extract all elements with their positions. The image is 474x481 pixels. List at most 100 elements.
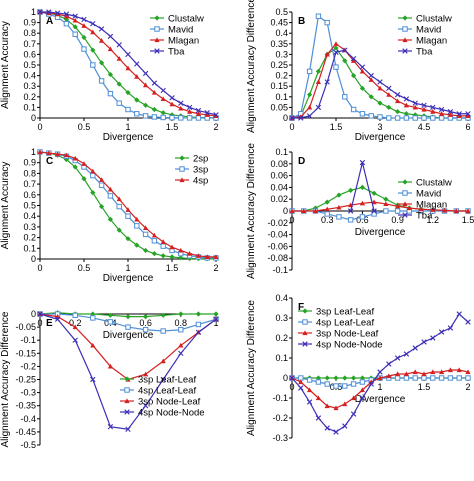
data-point — [125, 236, 131, 242]
x-tick-label: 0.3 — [321, 215, 334, 225]
data-point — [371, 199, 377, 205]
x-tick-label: 0.8 — [175, 318, 188, 328]
data-point — [412, 104, 418, 110]
data-point — [195, 321, 202, 328]
y-tick-label: -0.15 — [15, 348, 36, 358]
legend-label: 3sp Leaf-Leaf — [138, 375, 196, 386]
y-tick-label: 0.1 — [275, 147, 288, 157]
data-point — [307, 387, 313, 393]
x-axis-label: Divergence — [103, 132, 154, 143]
data-point — [54, 316, 61, 322]
panel-label: E — [46, 318, 53, 329]
data-point — [439, 111, 445, 116]
data-point — [421, 106, 427, 112]
legend-marker — [402, 26, 408, 32]
data-point — [315, 375, 321, 381]
data-point — [394, 115, 401, 121]
data-point — [359, 395, 366, 401]
data-point — [134, 111, 140, 117]
data-point — [350, 55, 357, 62]
data-point — [90, 190, 96, 196]
series-4sp-node-node — [289, 311, 471, 435]
data-point — [46, 150, 52, 156]
data-point — [298, 385, 304, 391]
data-point — [315, 79, 321, 85]
data-point — [421, 375, 427, 381]
legend-marker — [402, 48, 408, 54]
data-point — [125, 51, 131, 58]
data-point — [324, 79, 330, 85]
data-point — [151, 251, 157, 257]
x-tick-label: 1.5 — [418, 382, 431, 392]
legend-label: 3sp — [193, 165, 208, 176]
y-tick-label: 0.05 — [270, 102, 288, 112]
data-point — [125, 106, 131, 113]
y-tick-label: 0.5 — [23, 60, 36, 70]
legend-marker — [124, 387, 130, 393]
data-point — [90, 168, 96, 174]
data-point — [204, 110, 210, 116]
y-tick-label: 0.4 — [275, 293, 288, 303]
data-point — [438, 115, 445, 121]
data-point — [107, 71, 113, 78]
series-4sp-node-node — [37, 311, 219, 432]
data-point — [160, 243, 166, 249]
data-point — [403, 375, 410, 381]
data-point — [195, 253, 201, 258]
data-point — [377, 369, 383, 375]
data-point — [142, 113, 149, 119]
data-point — [359, 85, 365, 91]
y-tick-label: -0.04 — [267, 230, 288, 240]
data-point — [195, 311, 201, 317]
data-point — [368, 113, 374, 119]
y-tick-label: 0.9 — [23, 18, 36, 28]
data-point — [81, 161, 87, 166]
data-point — [342, 47, 348, 53]
data-point — [324, 199, 330, 205]
data-point — [307, 104, 313, 110]
series-mlagan — [289, 41, 471, 121]
x-tick-label: 0.6 — [139, 318, 152, 328]
data-point — [377, 79, 383, 85]
data-point — [324, 211, 330, 217]
chart-panel-b: 00.050.10.150.20.250.30.350.40.450.5 0 1.5… — [246, 0, 471, 143]
y-tick-label: 0.02 — [270, 194, 288, 204]
data-point — [403, 102, 409, 108]
data-point — [116, 42, 122, 48]
legend-label: 3sp Leaf-Leaf — [316, 307, 374, 318]
y-tick-label: -0.1 — [272, 265, 288, 275]
y-axis-label: Alignment Accuracy Difference — [246, 143, 257, 279]
series-tba — [37, 9, 219, 118]
data-point — [347, 208, 354, 214]
legend-label: 4sp Node-Node — [138, 408, 205, 419]
data-point — [386, 361, 392, 367]
data-point — [430, 109, 436, 114]
data-point — [143, 371, 149, 377]
data-point — [160, 87, 166, 94]
legend-marker — [154, 48, 160, 54]
y-tick-label: 1 — [31, 147, 36, 157]
data-point — [178, 327, 184, 333]
series-line — [39, 313, 217, 381]
data-point — [143, 225, 149, 231]
y-tick-label: -0.5 — [20, 440, 36, 450]
data-point — [456, 111, 462, 117]
y-axis-label: Alignment Accuracy — [0, 162, 11, 250]
data-point — [63, 13, 69, 19]
y-tick-label: 0.2 — [23, 233, 36, 243]
x-tick-label: 1 — [125, 122, 130, 132]
legend-marker — [402, 179, 408, 185]
data-point — [465, 369, 471, 375]
panel-label: A — [46, 16, 53, 27]
series-line — [292, 201, 468, 212]
data-point — [403, 111, 409, 117]
data-point — [406, 205, 412, 211]
data-point — [72, 164, 78, 170]
data-point — [289, 375, 295, 381]
y-tick-label: 0.5 — [23, 201, 36, 211]
y-tick-label: -0.06 — [267, 241, 288, 251]
data-point — [412, 100, 418, 106]
data-point — [456, 311, 462, 317]
legend-label: 4sp Leaf-Leaf — [138, 386, 196, 397]
